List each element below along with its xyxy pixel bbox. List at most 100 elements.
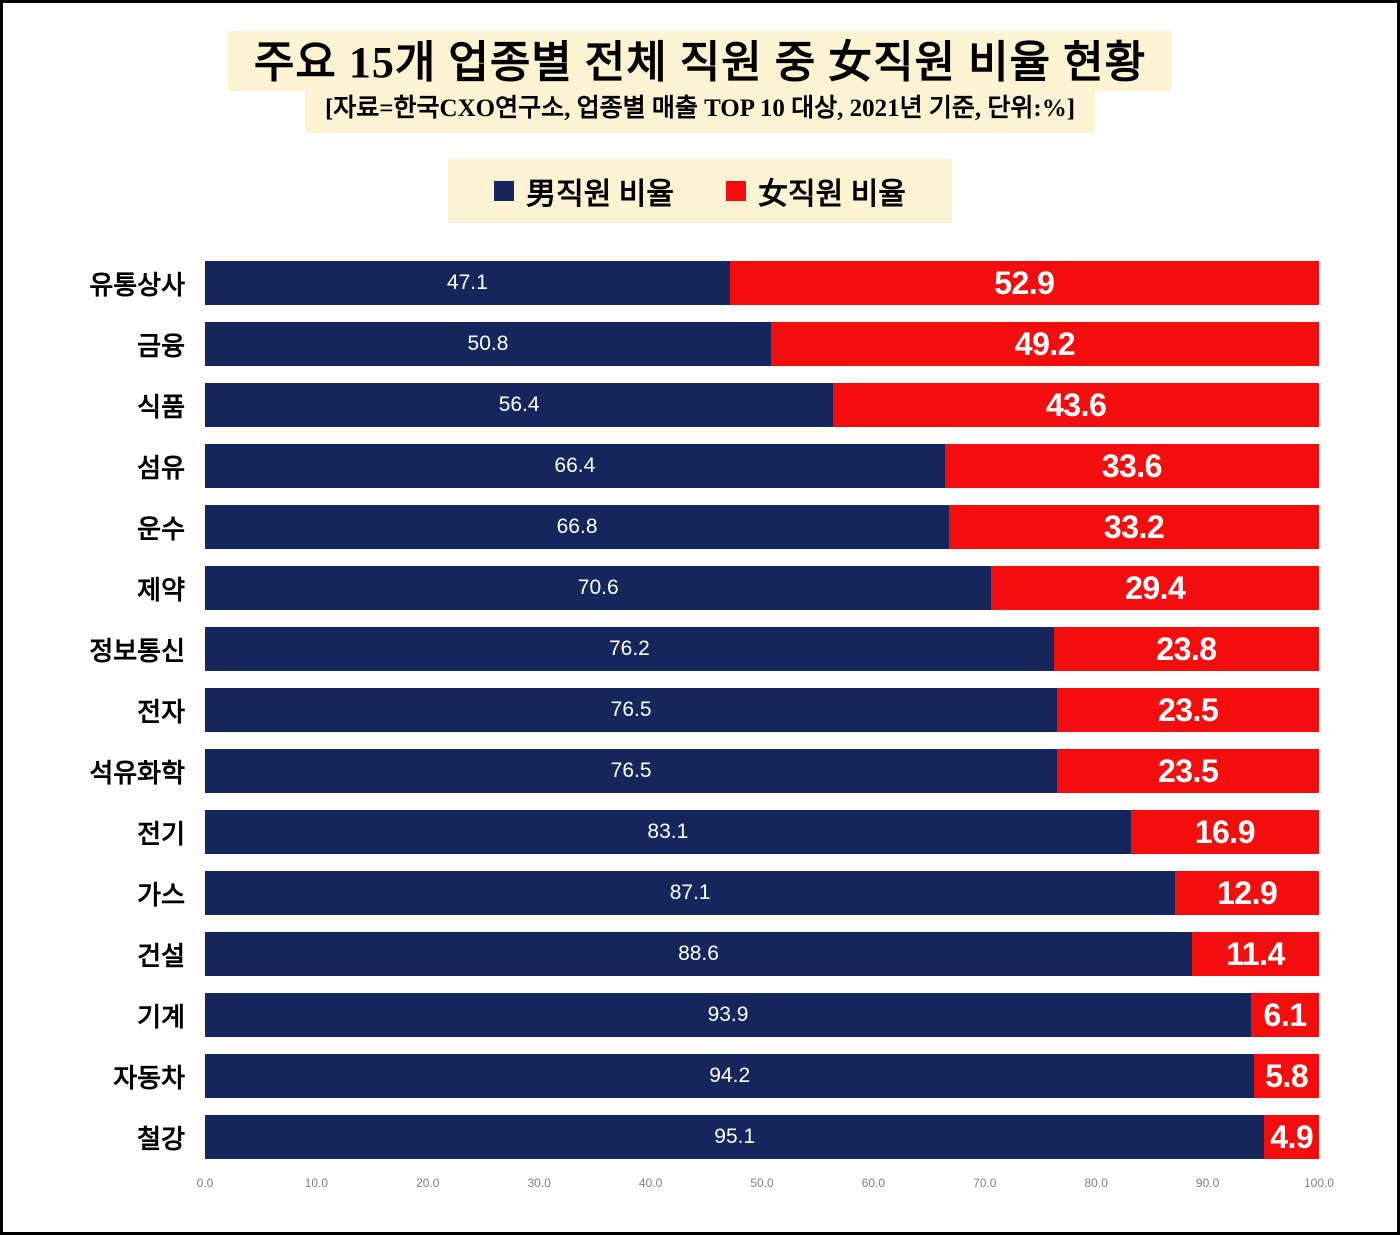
female-bar-segment: 33.6 (944, 444, 1319, 489)
category-label: 전기 (137, 819, 185, 849)
x-axis-tick-label: 0.0 (196, 1175, 214, 1190)
bar-row: 전자 76.5 23.5 (27, 680, 1319, 741)
female-bar-segment: 49.2 (770, 322, 1319, 367)
male-bar-segment: 50.8 (205, 322, 771, 367)
bar-track: 50.8 49.2 (205, 322, 1319, 367)
x-axis-tick-label: 40.0 (638, 1175, 663, 1190)
male-bar-segment: 56.4 (205, 383, 834, 428)
male-value-label: 76.5 (610, 698, 652, 722)
category-label: 식품 (137, 392, 185, 422)
category-label: 금융 (137, 331, 185, 361)
male-bar-segment: 76.2 (205, 627, 1054, 672)
legend-item-male: 男직원 비율 (494, 169, 674, 213)
bar-row: 전기 83.1 16.9 (27, 802, 1319, 863)
x-axis-spacer (27, 1176, 205, 1198)
male-value-label: 76.5 (610, 759, 652, 783)
female-value-label: 11.4 (1226, 935, 1285, 972)
bar-row: 석유화학 76.5 23.5 (27, 741, 1319, 802)
female-bar-segment: 33.2 (949, 505, 1319, 550)
chart-header: 주요 15개 업종별 전체 직원 중 女직원 비율 현황 [자료=한국CXO연구… (3, 31, 1397, 133)
female-bar-segment: 43.6 (833, 383, 1319, 428)
male-bar-segment: 87.1 (205, 871, 1176, 916)
category-label: 제약 (137, 575, 185, 605)
female-value-label: 43.6 (1045, 386, 1107, 423)
bar-row: 운수 66.8 33.2 (27, 497, 1319, 558)
x-axis-tick-label: 100.0 (1303, 1175, 1335, 1190)
male-bar-segment: 95.1 (205, 1115, 1265, 1160)
male-value-label: 83.1 (647, 820, 689, 844)
male-value-label: 76.2 (608, 637, 650, 661)
female-bar-segment: 29.4 (991, 566, 1319, 611)
bar-track: 87.1 12.9 (205, 871, 1319, 916)
female-bar-segment: 4.9 (1264, 1115, 1319, 1160)
bar-row: 가스 87.1 12.9 (27, 863, 1319, 924)
female-value-label: 52.9 (994, 264, 1055, 301)
legend-item-female: 女직원 비율 (726, 169, 906, 213)
male-value-label: 66.8 (556, 515, 598, 539)
female-bar-segment: 5.8 (1254, 1054, 1319, 1099)
x-axis-tick-label: 90.0 (1195, 1175, 1220, 1190)
female-bar-segment: 23.8 (1053, 627, 1319, 672)
female-value-label: 23.5 (1157, 691, 1219, 728)
category-label: 전자 (137, 697, 185, 727)
category-label: 철강 (137, 1124, 185, 1154)
male-value-label: 94.2 (709, 1064, 751, 1088)
female-value-label: 6.1 (1263, 996, 1307, 1033)
bar-row: 제약 70.6 29.4 (27, 558, 1319, 619)
bar-row: 금융 50.8 49.2 (27, 314, 1319, 375)
bar-track: 95.1 4.9 (205, 1115, 1319, 1160)
male-bar-segment: 94.2 (205, 1054, 1255, 1099)
x-axis-tick-label: 60.0 (861, 1175, 886, 1190)
bar-track: 94.2 5.8 (205, 1054, 1319, 1099)
male-bar-segment: 70.6 (205, 566, 992, 611)
bar-track: 76.5 23.5 (205, 749, 1319, 794)
female-value-label: 5.8 (1265, 1057, 1309, 1094)
male-value-label: 47.1 (446, 271, 488, 295)
male-legend-label: 男직원 비율 (526, 177, 674, 211)
x-axis-tick-label: 20.0 (416, 1175, 440, 1190)
bar-row: 건설 88.6 11.4 (27, 924, 1319, 985)
bar-row: 식품 56.4 43.6 (27, 375, 1319, 436)
male-bar-segment: 76.5 (205, 688, 1058, 733)
male-value-label: 95.1 (714, 1125, 756, 1149)
bar-track: 56.4 43.6 (205, 383, 1319, 428)
category-label: 운수 (137, 514, 185, 544)
bar-track: 47.1 52.9 (205, 261, 1319, 306)
female-value-label: 23.5 (1157, 752, 1219, 789)
x-axis: 0.0 10.0 20.0 30.0 40.0 50.0 60.0 70.0 80.0 90.0 1… (3, 1176, 1397, 1198)
male-value-label: 50.8 (467, 332, 509, 356)
female-bar-segment: 23.5 (1057, 688, 1319, 733)
female-value-label: 33.2 (1103, 508, 1165, 545)
x-axis-tick-label: 80.0 (1084, 1175, 1108, 1190)
category-label: 가스 (137, 880, 185, 910)
bar-chart-area: 유통상사 47.1 52.9 금융 50.8 49.2 식품 56.4 43.6 섬유 66.4 33… (3, 253, 1397, 1168)
female-legend-label: 女직원 비율 (758, 177, 906, 211)
male-bar-segment: 88.6 (205, 932, 1192, 977)
bar-row: 유통상사 47.1 52.9 (27, 253, 1319, 314)
bar-row: 정보통신 76.2 23.8 (27, 619, 1319, 680)
female-value-label: 12.9 (1216, 874, 1278, 911)
female-value-label: 49.2 (1014, 325, 1076, 362)
female-value-label: 4.9 (1270, 1118, 1314, 1155)
category-label: 정보통신 (89, 636, 185, 666)
legend: 男직원 비율 女직원 비율 (448, 158, 952, 223)
female-bar-segment: 11.4 (1192, 932, 1319, 977)
x-axis-ticks: 0.0 10.0 20.0 30.0 40.0 50.0 60.0 70.0 80.0 90.0 1… (197, 1175, 1334, 1198)
bar-row: 기계 93.9 6.1 (27, 985, 1319, 1046)
bar-track: 93.9 6.1 (205, 993, 1319, 1038)
female-legend-swatch-icon (726, 180, 746, 201)
male-value-label: 88.6 (678, 942, 719, 966)
female-bar-segment: 6.1 (1251, 993, 1319, 1038)
bar-row: 자동차 94.2 5.8 (27, 1046, 1319, 1107)
female-value-label: 29.4 (1125, 569, 1186, 606)
male-value-label: 70.6 (577, 576, 619, 600)
legend-wrap: 男직원 비율 女직원 비율 (3, 158, 1397, 223)
bar-row: 철강 95.1 4.9 (27, 1107, 1319, 1168)
category-label: 섬유 (137, 453, 185, 483)
male-bar-segment: 83.1 (205, 810, 1131, 855)
male-bar-segment: 47.1 (205, 261, 730, 306)
x-axis-tick-label: 50.0 (750, 1175, 774, 1190)
female-bar-segment: 16.9 (1130, 810, 1319, 855)
male-legend-swatch-icon (494, 180, 515, 201)
